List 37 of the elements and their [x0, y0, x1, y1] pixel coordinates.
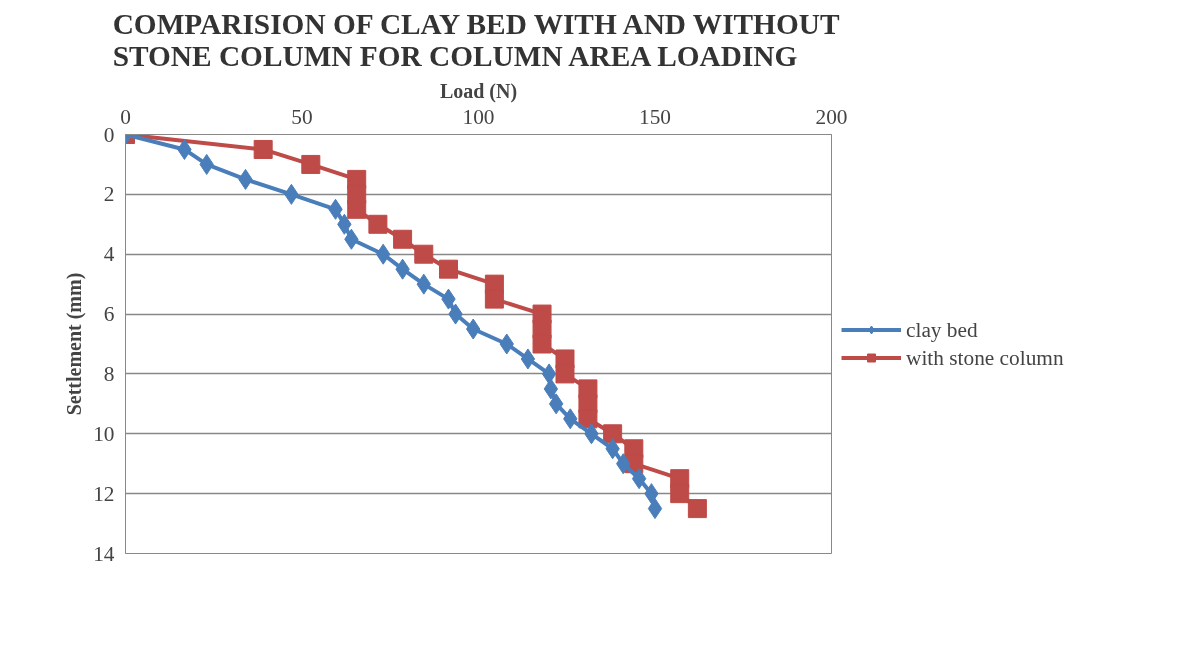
y-tick-label: 12 [93, 481, 115, 506]
y-tick-label: 4 [103, 242, 115, 267]
point [414, 244, 434, 264]
legend-label: with stone column [906, 345, 1064, 370]
x-axis-title: Load (N) [439, 79, 518, 103]
y-tick-label: 14 [93, 541, 115, 566]
point [687, 499, 707, 519]
point [647, 498, 663, 520]
chart-title: COMPARISION OF CLAY BED WITH AND WITHOUT STONE COLUMN FOR COLUMN AREA LOADING [112, 7, 840, 72]
point [520, 348, 536, 370]
point [631, 468, 647, 490]
point [548, 393, 564, 415]
y-tick-label: 0 [103, 122, 115, 147]
legend-label: clay bed [906, 317, 978, 342]
point [393, 229, 413, 249]
x-tick-label: 150 [639, 104, 671, 129]
y-tick-label: 8 [103, 361, 115, 386]
x-tick-label: 200 [815, 104, 848, 129]
x-tick-label: 100 [462, 104, 495, 129]
point [543, 378, 559, 400]
point [368, 214, 388, 234]
point [301, 154, 321, 174]
y-tick-label: 2 [103, 182, 115, 207]
x-tick-label: 50 [291, 104, 313, 129]
y-tick-label: 6 [103, 302, 115, 327]
point [670, 484, 690, 504]
point [347, 199, 367, 219]
point [555, 364, 575, 384]
x-tick-label: 0 [120, 104, 131, 129]
point [541, 363, 557, 385]
y-tick-label: 10 [93, 421, 115, 446]
point [603, 424, 623, 444]
point [253, 139, 273, 159]
y-axis-title: Settlement (mm) [63, 272, 87, 416]
point [484, 289, 504, 309]
point [532, 334, 552, 354]
point [438, 259, 458, 279]
